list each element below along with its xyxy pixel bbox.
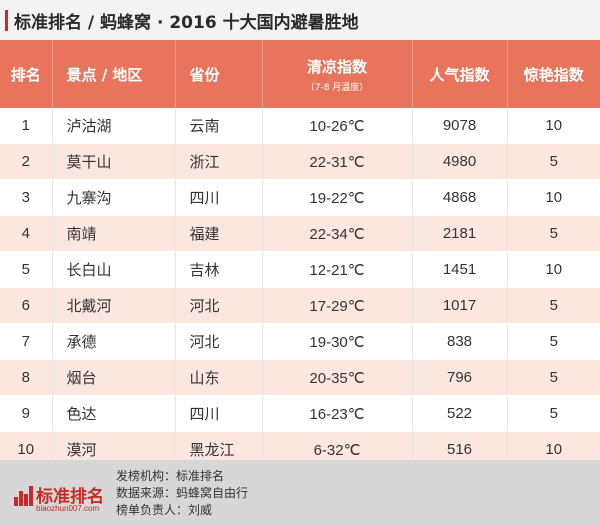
- cell-popularity: 838: [412, 323, 508, 360]
- cell-popularity: 2181: [412, 215, 508, 252]
- cell-temperature: 17-29℃: [262, 287, 413, 324]
- cell-amazing: 10: [507, 108, 600, 144]
- cell-amazing: 5: [507, 287, 600, 324]
- cell-spot: 莫干山: [52, 143, 176, 180]
- title-bar: 标准排名 / 蚂蜂窝 · 2016 十大国内避暑胜地: [0, 0, 600, 40]
- header-cool-index: 清凉指数 （7-8 月温度）: [262, 40, 413, 108]
- cell-popularity: 9078: [412, 108, 508, 144]
- cell-rank: 5: [0, 251, 53, 288]
- table-header-row: 排名 景点 / 地区 省份 清凉指数 （7-8 月温度） 人气指数 惊艳指数: [0, 40, 600, 108]
- cell-popularity: 1451: [412, 251, 508, 288]
- cell-popularity: 522: [412, 395, 508, 432]
- table-row: 5 长白山 吉林 12-21℃ 1451 10: [0, 251, 600, 288]
- cell-province: 吉林: [175, 251, 263, 288]
- cell-popularity: 4980: [412, 143, 508, 180]
- header-rank: 排名: [0, 40, 53, 108]
- cell-spot: 泸沽湖: [52, 108, 176, 144]
- cell-province: 河北: [175, 287, 263, 324]
- table-row: 2 莫干山 浙江 22-31℃ 4980 5: [0, 143, 600, 180]
- cell-temperature: 12-21℃: [262, 251, 413, 288]
- cell-amazing: 5: [507, 215, 600, 252]
- header-popularity: 人气指数: [412, 40, 508, 108]
- header-cool-label: 清凉指数: [306, 57, 367, 76]
- cell-spot: 南靖: [52, 215, 176, 252]
- footer: 标准排名 biaozhun007.com 发榜机构：标准排名 数据来源：蚂蜂窝自…: [0, 460, 600, 526]
- table-row: 9 色达 四川 16-23℃ 522 5: [0, 395, 600, 432]
- cell-amazing: 5: [507, 395, 600, 432]
- cell-spot: 北戴河: [52, 287, 176, 324]
- cell-rank: 3: [0, 179, 53, 216]
- cell-rank: 1: [0, 108, 53, 144]
- cell-spot: 色达: [52, 395, 176, 432]
- cell-rank: 9: [0, 395, 53, 432]
- bar-chart-icon: [14, 484, 34, 506]
- logo-name: 标准排名: [36, 487, 104, 507]
- ranking-table: 排名 景点 / 地区 省份 清凉指数 （7-8 月温度） 人气指数 惊艳指数 1…: [0, 40, 600, 468]
- cell-province: 云南: [175, 108, 263, 144]
- cell-temperature: 22-31℃: [262, 143, 413, 180]
- header-spot: 景点 / 地区: [52, 40, 176, 108]
- table-row: 1 泸沽湖 云南 10-26℃ 9078 10: [0, 108, 600, 144]
- cell-province: 河北: [175, 323, 263, 360]
- cell-spot: 烟台: [52, 359, 176, 396]
- cell-spot: 九寨沟: [52, 179, 176, 216]
- page-title: 标准排名 / 蚂蜂窝 · 2016 十大国内避暑胜地: [14, 13, 359, 33]
- table-row: 3 九寨沟 四川 19-22℃ 4868 10: [0, 179, 600, 216]
- cell-rank: 2: [0, 143, 53, 180]
- credits: 发榜机构：标准排名 数据来源：蚂蜂窝自由行 榜单负责人：刘威: [116, 468, 248, 519]
- cell-amazing: 5: [507, 323, 600, 360]
- cell-amazing: 10: [507, 179, 600, 216]
- cell-temperature: 22-34℃: [262, 215, 413, 252]
- cell-amazing: 5: [507, 359, 600, 396]
- cell-popularity: 4868: [412, 179, 508, 216]
- cell-amazing: 5: [507, 143, 600, 180]
- cell-amazing: 10: [507, 251, 600, 288]
- title-accent-bar: [5, 10, 8, 31]
- editor-line: 榜单负责人：刘威: [116, 503, 213, 517]
- cell-temperature: 16-23℃: [262, 395, 413, 432]
- cell-spot: 承德: [52, 323, 176, 360]
- cell-rank: 6: [0, 287, 53, 324]
- cell-rank: 8: [0, 359, 53, 396]
- cell-rank: 7: [0, 323, 53, 360]
- header-amazing: 惊艳指数: [507, 40, 600, 108]
- cell-rank: 4: [0, 215, 53, 252]
- cell-popularity: 796: [412, 359, 508, 396]
- cell-popularity: 1017: [412, 287, 508, 324]
- cell-province: 四川: [175, 179, 263, 216]
- cell-spot: 长白山: [52, 251, 176, 288]
- brand-logo: 标准排名 biaozhun007.com: [14, 480, 110, 516]
- source-line: 数据来源：蚂蜂窝自由行: [116, 486, 249, 500]
- table-row: 7 承德 河北 19-30℃ 838 5: [0, 323, 600, 360]
- publisher-line: 发榜机构：标准排名: [116, 469, 225, 483]
- cell-province: 浙江: [175, 143, 263, 180]
- cell-temperature: 19-22℃: [262, 179, 413, 216]
- header-province: 省份: [175, 40, 263, 108]
- cell-province: 山东: [175, 359, 263, 396]
- cell-temperature: 20-35℃: [262, 359, 413, 396]
- cell-province: 福建: [175, 215, 263, 252]
- header-cool-sublabel: （7-8 月温度）: [305, 82, 369, 93]
- cell-temperature: 10-26℃: [262, 108, 413, 144]
- cell-temperature: 19-30℃: [262, 323, 413, 360]
- table-row: 6 北戴河 河北 17-29℃ 1017 5: [0, 287, 600, 324]
- logo-url: biaozhun007.com: [36, 504, 100, 513]
- table-row: 8 烟台 山东 20-35℃ 796 5: [0, 359, 600, 396]
- table-row: 4 南靖 福建 22-34℃ 2181 5: [0, 215, 600, 252]
- table-body: 1 泸沽湖 云南 10-26℃ 9078 10 2 莫干山 浙江 22-31℃ …: [0, 108, 600, 468]
- cell-province: 四川: [175, 395, 263, 432]
